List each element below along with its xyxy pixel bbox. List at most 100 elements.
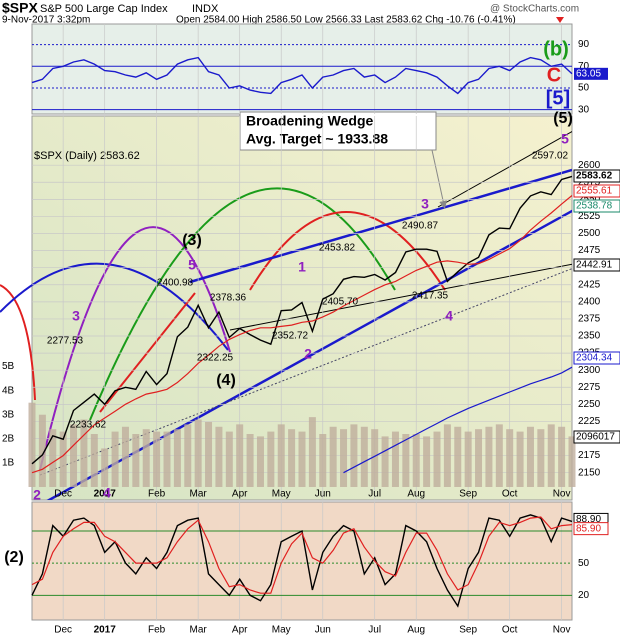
x-tick-label: Jun [315, 489, 331, 500]
y-tick-label: 2500 [578, 228, 601, 239]
x-tick-label: Apr [232, 625, 248, 636]
quote: Open 2584.00 High 2586.50 Low 2566.33 La… [176, 15, 516, 26]
symbol: $SPX [2, 0, 38, 16]
volume-tick-label: 3B [2, 409, 15, 420]
y-tick-label: 90 [578, 39, 590, 50]
volume-bar [340, 429, 348, 487]
volume-bar [360, 426, 368, 487]
volume-bar [412, 434, 420, 487]
volume-bar [277, 424, 285, 487]
x-tick-label: Jul [368, 489, 381, 500]
wave-label: (b) [543, 38, 569, 60]
wave-label: (4) [216, 372, 236, 389]
y-tick-label: 2425 [578, 279, 601, 290]
y-tick-label: 2275 [578, 382, 601, 393]
stoch-panel [31, 501, 573, 621]
volume-bar [391, 431, 399, 487]
value-label: 2096017 [576, 432, 615, 443]
x-tick-label: May [272, 489, 291, 500]
x-tick-label: Oct [502, 625, 518, 636]
volume-bar [184, 424, 192, 487]
wedge-line [189, 168, 572, 284]
volume-bar [70, 424, 78, 487]
volume-bar [267, 431, 275, 487]
volume-bar [485, 426, 493, 487]
price-label: 2277.53 [47, 336, 84, 347]
price-label: 2233.62 [70, 420, 107, 431]
value-label: 2538.78 [576, 201, 613, 212]
x-tick-label: Dec [54, 489, 72, 500]
x-tick-label: Nov [553, 489, 571, 500]
volume-bar [506, 429, 514, 487]
volume-bar [80, 419, 88, 487]
datetime: 9-Nov-2017 3:32pm [2, 15, 90, 26]
x-tick-label: Aug [407, 489, 425, 500]
wave-label: (3) [182, 232, 202, 249]
value-label: 85.90 [576, 523, 601, 534]
volume-bar [464, 431, 472, 487]
y-tick-label: 50 [578, 83, 590, 94]
volume-bar [495, 424, 503, 487]
value-box [573, 199, 620, 213]
volume-bar [537, 429, 545, 487]
series-line [31, 56, 573, 95]
x-tick-label: Oct [502, 489, 518, 500]
y-tick-label: 70 [578, 61, 590, 72]
x-tick-label: 2017 [94, 625, 117, 636]
value-box [573, 430, 620, 444]
value-box [573, 169, 620, 183]
volume-bar [308, 417, 316, 487]
volume-bar [558, 426, 566, 487]
value-box [573, 522, 609, 536]
volume-bar [350, 424, 358, 487]
volume-bar [381, 436, 389, 487]
y-tick-label: 2525 [578, 211, 601, 222]
y-tick-label: 2350 [578, 331, 601, 342]
x-tick-label: Jul [368, 625, 381, 636]
volume-bar [454, 426, 462, 487]
cycle-arc [0, 284, 36, 401]
wave-label: 5 [188, 257, 196, 273]
note-line: Broadening Wedge [246, 113, 374, 129]
volume-bar [319, 434, 327, 487]
y-tick-label: 2400 [578, 296, 601, 307]
volume-tick-label: 5B [2, 361, 15, 372]
y-tick-label: 2175 [578, 450, 601, 461]
y-tick-label: 2375 [578, 314, 601, 325]
value-label: 2555.61 [576, 186, 613, 197]
volume-bar [516, 431, 524, 487]
exchange: INDX [192, 3, 219, 15]
x-tick-label: Feb [148, 625, 166, 636]
volume-bar [402, 434, 410, 487]
value-box [573, 351, 620, 365]
value-box [573, 258, 620, 272]
y-tick-label: 2600 [578, 160, 601, 171]
value-box [574, 67, 608, 80]
volume-bar [121, 426, 129, 487]
volume-bar [433, 431, 441, 487]
price-label: 2417.35 [412, 291, 449, 302]
volume-bar [526, 426, 534, 487]
volume-bar [205, 421, 213, 487]
cycle-arc [89, 187, 396, 421]
volume-bar [132, 434, 140, 487]
legend: $SPX (Daily) 2583.62 [34, 150, 140, 162]
price-label: 2352.72 [272, 331, 309, 342]
cycle-arc [249, 211, 446, 291]
volume-bar [163, 431, 171, 487]
x-tick-label: May [272, 625, 291, 636]
volume-bar [256, 436, 264, 487]
series-line [31, 516, 573, 594]
y-tick-label: 20 [578, 590, 590, 601]
volume-bar [568, 436, 576, 487]
header: $SPX S&P 500 Large Cap Index INDX 9-Nov-… [2, 0, 579, 26]
volume-tick-label: 1B [2, 458, 15, 469]
x-tick-label: 2017 [94, 489, 117, 500]
value-label: 2583.62 [576, 171, 613, 182]
y-tick-label: 30 [578, 104, 590, 115]
volume-bar [90, 434, 98, 487]
y-tick-label: 2225 [578, 416, 601, 427]
wave-label: 2 [304, 346, 312, 362]
x-tick-label: Nov [553, 625, 571, 636]
x-tick-label: Mar [190, 625, 208, 636]
